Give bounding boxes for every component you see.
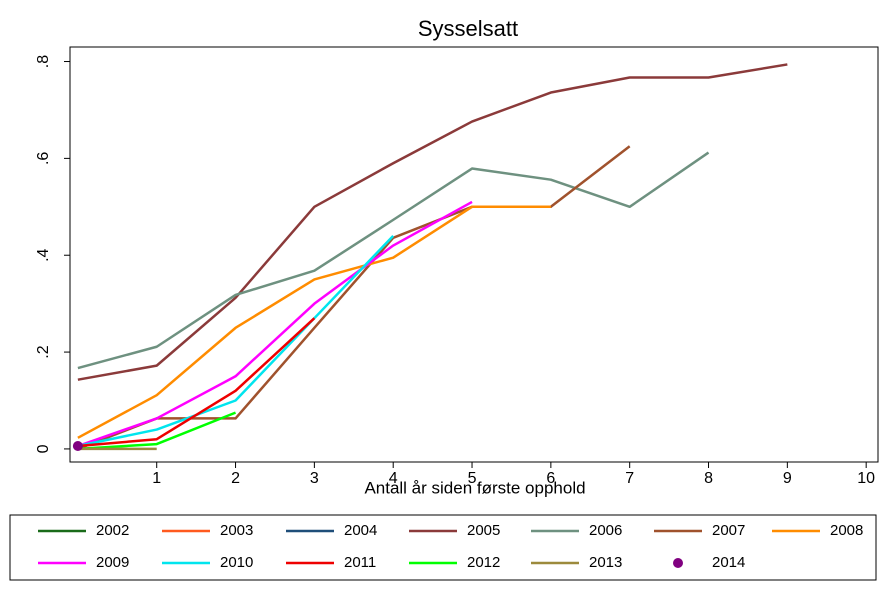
x-tick-label: 8 <box>704 470 713 487</box>
series-line <box>77 145 631 451</box>
plot-frame <box>69 46 879 463</box>
x-tick-label: 6 <box>546 470 555 487</box>
legend-label: 2002 <box>96 522 129 539</box>
legend-label: 2012 <box>467 554 500 571</box>
y-tick-label: .6 <box>35 152 52 165</box>
x-tick-label: 3 <box>310 470 319 487</box>
series-line <box>77 151 710 370</box>
legend-label: 2009 <box>96 554 129 571</box>
y-tick-label: .4 <box>35 248 52 261</box>
series-line <box>77 200 473 448</box>
series-line <box>77 63 788 381</box>
legend-label: 2008 <box>830 522 863 539</box>
x-tick-label: 5 <box>468 470 477 487</box>
series-line <box>77 234 395 448</box>
legend-label: 2003 <box>220 522 253 539</box>
y-tick-label: .8 <box>35 55 52 68</box>
series-line <box>77 317 316 448</box>
x-tick-label: 1 <box>152 470 161 487</box>
legend-label: 2011 <box>344 554 376 571</box>
legend-label: 2004 <box>344 522 377 539</box>
x-tick-label: 7 <box>625 470 634 487</box>
x-tick-label: 4 <box>389 470 398 487</box>
x-tick-label: 2 <box>231 470 240 487</box>
legend-label: 2005 <box>467 522 500 539</box>
legend-box <box>9 514 877 581</box>
x-tick-label: 10 <box>857 470 875 487</box>
x-tick-label: 9 <box>783 470 792 487</box>
y-tick-label: 0 <box>35 444 52 453</box>
legend-swatch <box>673 558 683 568</box>
marker <box>72 441 83 452</box>
legend-label: 2014 <box>712 554 745 571</box>
legend-label: 2006 <box>589 522 622 539</box>
legend-label: 2007 <box>712 522 745 539</box>
x-axis-title: Antall år siden første opphold <box>364 478 585 497</box>
series-line <box>77 411 237 451</box>
chart-title: Sysselsatt <box>418 16 518 41</box>
y-tick-label: .2 <box>35 345 52 358</box>
legend-label: 2010 <box>220 554 253 571</box>
legend-label: 2013 <box>589 554 622 571</box>
series-line <box>77 205 551 439</box>
